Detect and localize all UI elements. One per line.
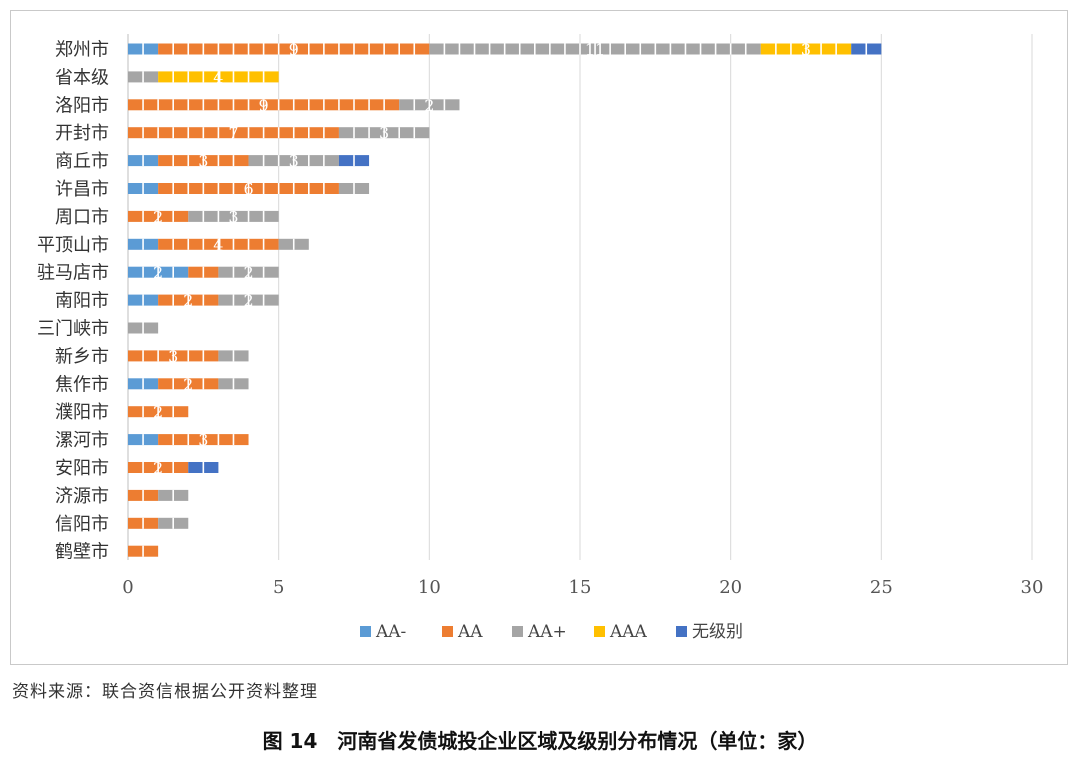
data-label: 7 (228, 124, 238, 143)
data-label: 4 (213, 235, 223, 254)
category-label: 洛阳市 (55, 95, 109, 116)
stacked-bar-chart: 0 5 10 15 20 25 30 郑州市 9 11 3 省本级 4 洛阳市 9 2 开封市 7 3 商丘市 3 3 许昌… (37, 34, 1044, 642)
data-label: 2 (153, 207, 163, 226)
data-label: 6 (243, 180, 253, 199)
data-label: 2 (183, 291, 193, 310)
data-label: 2 (243, 291, 253, 310)
legend-label: AA- (375, 622, 406, 642)
legend-swatch (360, 626, 371, 637)
category-label: 商丘市 (55, 151, 109, 172)
category-label: 省本级 (55, 67, 109, 88)
figure-caption: 图 14 河南省发债城投企业区域及级别分布情况（单位：家） (262, 729, 818, 753)
data-label: 2 (424, 96, 434, 115)
category-label: 济源市 (55, 486, 109, 507)
data-label: 9 (259, 96, 269, 115)
category-label: 驻马店市 (37, 263, 109, 284)
category-label: 开封市 (55, 123, 109, 144)
category-label: 平顶山市 (37, 235, 109, 256)
data-label: 3 (379, 124, 389, 143)
legend-swatch (594, 626, 605, 637)
data-label: 3 (228, 207, 238, 226)
category-label: 新乡市 (55, 346, 109, 367)
data-label: 9 (289, 40, 299, 59)
category-label: 郑州市 (55, 40, 109, 61)
data-label: 3 (289, 152, 299, 171)
legend-swatch (512, 626, 523, 637)
legend-swatch (442, 626, 453, 637)
x-tick-label: 30 (1021, 577, 1044, 598)
x-tick-label: 15 (569, 577, 592, 598)
data-label: 4 (213, 68, 223, 87)
legend-label: AA+ (527, 622, 567, 642)
data-label: 2 (243, 263, 253, 282)
category-label: 信阳市 (55, 514, 109, 535)
data-label: 2 (183, 375, 193, 394)
data-label: 3 (168, 347, 178, 366)
x-tick-label: 10 (418, 577, 441, 598)
category-label: 南阳市 (55, 291, 109, 312)
data-label: 2 (153, 403, 163, 422)
category-label: 许昌市 (55, 179, 109, 200)
category-label: 濮阳市 (55, 402, 109, 423)
legend-label: AA (457, 622, 483, 642)
data-label: 3 (198, 152, 208, 171)
legend-label: AAA (609, 622, 648, 642)
x-tick-label: 20 (719, 577, 742, 598)
category-label: 焦作市 (55, 374, 109, 395)
chart-frame (10, 10, 1068, 665)
legend-swatch (676, 626, 687, 637)
data-label: 3 (801, 40, 811, 59)
data-label: 3 (198, 431, 208, 450)
category-label: 鹤壁市 (55, 542, 109, 563)
category-label: 安阳市 (55, 458, 109, 479)
category-label: 三门峡市 (37, 319, 109, 340)
x-tick-label: 0 (122, 577, 133, 598)
data-label: 2 (153, 263, 163, 282)
data-label: 2 (153, 459, 163, 478)
x-tick-label: 5 (273, 577, 284, 598)
x-tick-label: 25 (870, 577, 893, 598)
category-label: 周口市 (55, 207, 109, 228)
category-label: 漯河市 (55, 430, 109, 451)
data-label: 11 (585, 40, 605, 59)
legend-label: 无级别 (692, 622, 743, 642)
source-note: 资料来源：联合资信根据公开资料整理 (12, 682, 318, 702)
